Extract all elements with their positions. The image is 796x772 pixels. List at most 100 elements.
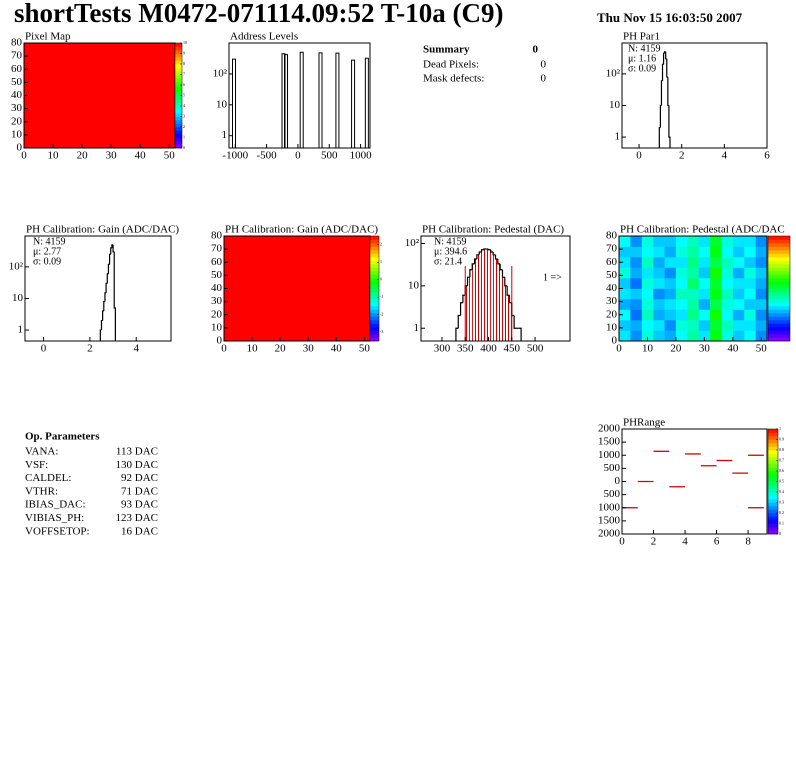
- colorbar-cell: [370, 330, 379, 335]
- y-tick-label: 60: [606, 256, 618, 268]
- heatmap-cell: [744, 330, 756, 342]
- colorbar-cell: [768, 302, 790, 307]
- heatmap-cell: [732, 257, 745, 268]
- heatmap-cell: [687, 299, 699, 310]
- colorbar-cell: [768, 432, 778, 437]
- heatmap-cell: [732, 267, 745, 279]
- colorbar-cell: [768, 530, 778, 535]
- colorbar-cell: [175, 95, 182, 100]
- colorbar-cell: [768, 313, 790, 317]
- histogram-bin: [499, 263, 503, 271]
- heatmap-cell: [619, 330, 631, 342]
- bin-hatch: [488, 249, 491, 341]
- colorbar-cell: [370, 253, 379, 258]
- colorbar-cell: [175, 60, 182, 65]
- histogram-bin: [476, 254, 480, 260]
- colorbar-cell: [175, 50, 182, 54]
- x-tick-label: 0: [221, 343, 227, 355]
- heatmap-cell: [687, 288, 699, 300]
- colorbar-label: -1: [380, 294, 383, 299]
- op-params-title: Op. Parameters: [25, 431, 100, 443]
- colorbar-cell: [370, 316, 379, 321]
- colorbar-cell: [768, 309, 790, 314]
- y-tick-label: 80: [11, 37, 23, 49]
- heatmap-cell: [653, 299, 665, 310]
- bin-hatch: [509, 302, 512, 341]
- colorbar-label: 0.3: [779, 499, 784, 504]
- heatmap-fill: [224, 236, 370, 341]
- stats-line: μ: 394.6: [434, 246, 467, 257]
- colorbar-cell: [370, 323, 379, 328]
- colorbar-cell: [175, 116, 182, 121]
- y-tick-label: 1: [222, 129, 228, 141]
- heatmap-cell: [744, 236, 756, 247]
- colorbar-cell: [768, 460, 778, 465]
- histogram-bin: [113, 251, 116, 341]
- heatmap-cell: [732, 278, 745, 289]
- x-tick-label: 0: [21, 150, 27, 162]
- y-tick-label: 500: [604, 462, 621, 474]
- heatmap-cell: [630, 278, 643, 289]
- heatmap-cell: [710, 246, 722, 258]
- heatmap-cell: [755, 236, 768, 247]
- colorbar-cell: [370, 285, 379, 289]
- colorbar-cell: [370, 327, 379, 331]
- x-tick-label: 0: [41, 343, 47, 355]
- heatmap-cell: [641, 246, 654, 258]
- colorbar-cell: [370, 337, 379, 342]
- heatmap-cell: [744, 309, 756, 321]
- x-tick-label: 6: [714, 536, 720, 548]
- chart-title: PH Calibration: Gain (ADC/DAC): [26, 224, 179, 236]
- x-tick-label: -1000: [222, 150, 248, 162]
- colorbar-cell: [175, 123, 182, 128]
- heatmap-cell: [698, 309, 711, 321]
- colorbar-cell: [175, 109, 182, 114]
- heatmap-cell: [630, 288, 643, 300]
- colorbar-label: 3: [183, 113, 185, 118]
- colorbar-cell: [768, 243, 790, 247]
- summary-value: 0: [541, 73, 547, 85]
- histogram-bin: [471, 263, 475, 270]
- bin-hatch: [479, 251, 482, 341]
- heatmap-cell: [698, 330, 711, 342]
- heatmap-cell: [755, 278, 768, 289]
- colorbar-cell: [768, 527, 778, 531]
- colorbar-cell: [768, 285, 790, 289]
- colorbar-cell: [175, 130, 182, 135]
- colorbar-cell: [768, 523, 778, 528]
- y-tick-label: 1: [615, 131, 621, 143]
- heatmap-cell: [755, 320, 768, 331]
- colorbar-cell: [370, 302, 379, 307]
- colorbar-cell: [175, 81, 182, 86]
- heatmap-cell: [710, 267, 722, 279]
- histogram-bin: [668, 105, 671, 148]
- chart-title: PH Calibration: Pedestal (DAC): [422, 224, 564, 236]
- y-tick-label: 30: [606, 295, 618, 307]
- x-tick-label: 40: [135, 150, 147, 162]
- heatmap-cell: [687, 309, 699, 321]
- heatmap-cell: [664, 330, 677, 342]
- colorbar-label: 7: [183, 71, 185, 76]
- histogram-bin: [466, 276, 470, 286]
- heatmap-cell: [687, 278, 699, 289]
- colorbar-label: 1: [779, 426, 781, 431]
- heatmap-cell: [641, 309, 654, 321]
- histogram-bin: [497, 259, 501, 265]
- y-tick-label: 10²: [405, 237, 420, 249]
- x-tick-label: 4: [682, 536, 688, 548]
- x-tick-label: 2: [87, 343, 93, 355]
- heatmap-cell: [675, 299, 688, 310]
- bin-hatch: [490, 251, 494, 341]
- heatmap-cell: [744, 278, 756, 289]
- y-tick-label: 10: [609, 99, 621, 111]
- x-tick-label: -500: [257, 150, 278, 162]
- heatmap-cell: [653, 288, 665, 300]
- heatmap-cell: [721, 246, 734, 258]
- summary-label: Mask defects:: [423, 73, 484, 85]
- bin-hatch: [500, 269, 503, 341]
- colorbar-label: 0.7: [779, 457, 784, 462]
- colorbar-cell: [370, 334, 379, 338]
- y-tick-label: 70: [211, 243, 223, 255]
